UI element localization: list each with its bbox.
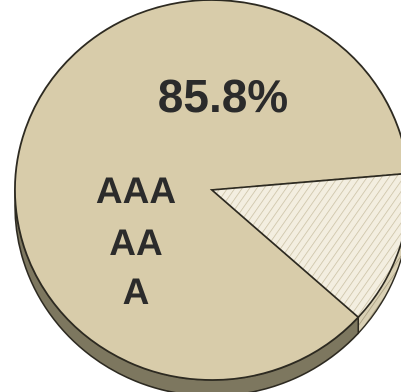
pie-slice-minor bbox=[210, 173, 401, 319]
pie-side-minor bbox=[357, 240, 401, 335]
slice-category-label-a: A bbox=[123, 271, 150, 312]
slice-value-label: 85.8% bbox=[158, 70, 288, 122]
slice-category-label-aaa: AAA bbox=[96, 170, 176, 211]
pie-slice-main bbox=[14, 0, 401, 381]
slice-category-label-aa: AA bbox=[109, 222, 162, 263]
